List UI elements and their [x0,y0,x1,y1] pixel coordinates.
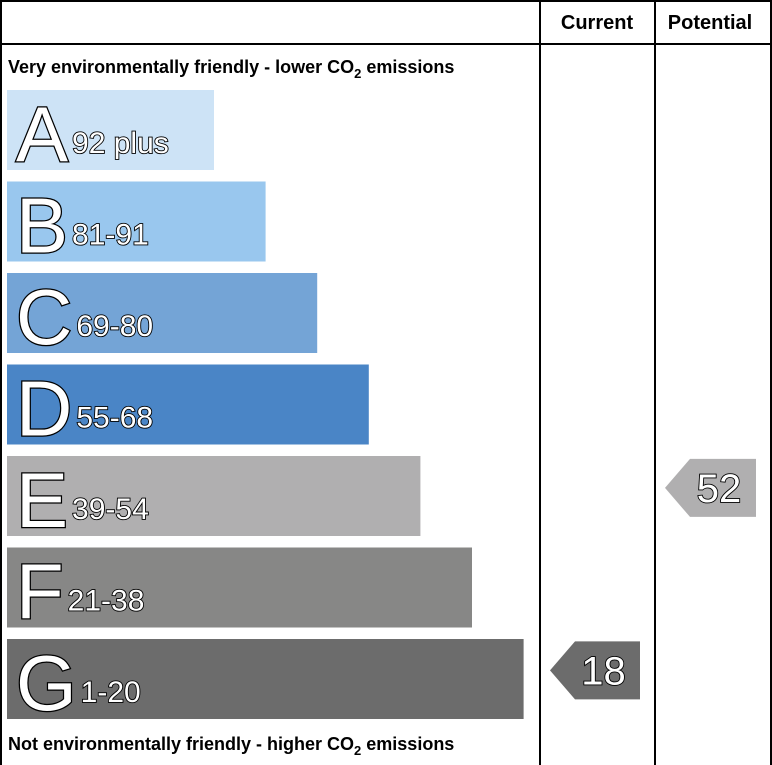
band-d-range: 55-68 [76,402,153,435]
top-note-prefix: Very environmentally friendly - lower CO [8,57,354,77]
band-e-bar [7,456,421,536]
band-c-range: 69-80 [76,310,153,343]
potential-rating-value: 52 [697,467,742,511]
band-e-range: 39-54 [72,493,149,526]
current-rating-arrow [550,641,640,700]
band-g-range: 1-20 [81,676,141,709]
band-a-letter: A [16,90,68,178]
bottom-note-subscript: 2 [354,743,361,758]
bottom-note-suffix: emissions [361,734,454,754]
top-note-suffix: emissions [361,57,454,77]
potential-rating-arrow [665,458,756,517]
band-b-range: 81-91 [72,219,149,252]
bottom-note-prefix: Not environmentally friendly - higher CO [8,734,354,754]
band-f-range: 21-38 [68,585,145,618]
band-b-bar [7,181,266,262]
band-f-letter: F [16,548,64,636]
band-a-bar [7,90,214,170]
band-c-letter: C [16,273,72,361]
band-e-letter: E [16,456,68,544]
band-d-letter: D [16,365,72,453]
band-f-bar [7,547,472,628]
band-a-range: 92 plus [72,127,169,160]
band-d-bar [7,364,369,445]
bottom-note: Not environmentally friendly - higher CO… [8,734,454,758]
band-g-bar [7,639,524,719]
band-b-letter: B [16,182,68,270]
current-header: Current [561,12,634,34]
potential-header: Potential [668,12,752,34]
top-note: Very environmentally friendly - lower CO… [8,57,454,81]
top-note-subscript: 2 [354,66,361,81]
band-g-letter: G [16,639,77,727]
band-c-bar [7,273,318,353]
current-rating-value: 18 [581,649,626,693]
